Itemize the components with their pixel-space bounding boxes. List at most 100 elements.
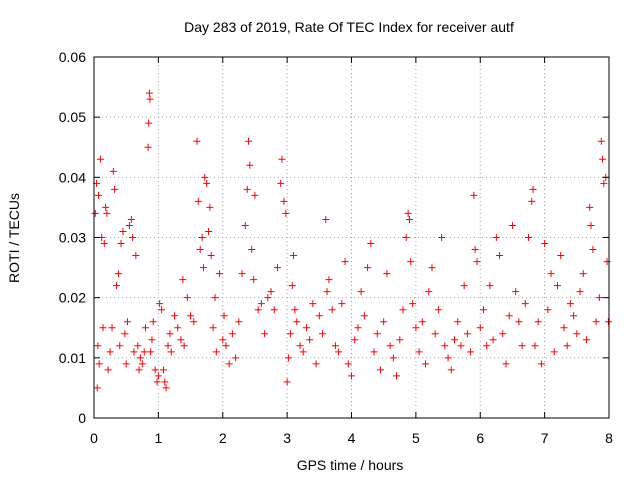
data-point <box>405 215 413 223</box>
data-point <box>597 137 605 145</box>
x-tick-label: 6 <box>476 430 484 446</box>
data-point <box>341 258 349 266</box>
data-point <box>158 306 166 314</box>
data-point <box>531 342 539 350</box>
data-point <box>489 336 497 344</box>
data-point <box>91 209 99 217</box>
data-point <box>145 89 153 97</box>
data-point <box>257 300 265 308</box>
y-axis-label: ROTI / TECUs <box>6 193 22 283</box>
data-points <box>91 89 612 392</box>
data-point <box>220 312 228 320</box>
data-point <box>599 155 607 163</box>
data-point <box>600 179 608 187</box>
data-point <box>354 324 362 332</box>
data-point <box>525 234 533 241</box>
data-point <box>243 185 251 193</box>
x-tick-label: 2 <box>219 430 227 446</box>
data-point <box>415 348 423 356</box>
data-point <box>113 282 121 290</box>
data-point <box>438 234 446 241</box>
data-point <box>592 318 600 326</box>
data-point <box>134 342 142 350</box>
data-point <box>153 378 161 386</box>
data-point <box>206 203 214 211</box>
data-point <box>422 360 430 368</box>
data-point <box>125 221 133 229</box>
data-point <box>460 282 468 290</box>
data-point <box>579 270 587 278</box>
data-point <box>471 246 479 254</box>
data-point <box>123 318 131 326</box>
data-point <box>174 324 182 332</box>
data-point <box>103 209 111 217</box>
data-point <box>518 342 526 350</box>
data-point <box>431 330 439 338</box>
data-point <box>273 264 281 272</box>
data-point <box>278 155 286 163</box>
data-point <box>573 330 581 338</box>
data-point <box>190 318 198 326</box>
data-point <box>166 330 174 338</box>
data-point <box>603 258 611 266</box>
data-point <box>114 270 122 278</box>
data-point <box>376 366 384 374</box>
data-point <box>119 227 127 235</box>
data-point <box>496 252 504 260</box>
data-point <box>299 348 307 356</box>
data-point <box>328 306 336 314</box>
x-tick-label: 8 <box>605 430 613 446</box>
y-tick-label: 0 <box>78 410 86 426</box>
data-point <box>183 294 191 302</box>
data-point <box>604 318 612 326</box>
data-point <box>547 270 555 278</box>
data-point <box>425 288 433 296</box>
data-point <box>164 342 172 350</box>
data-point <box>418 318 426 326</box>
data-point <box>149 318 157 326</box>
data-point <box>251 191 259 199</box>
data-point <box>201 173 209 181</box>
data-point <box>130 348 138 356</box>
data-point <box>284 354 292 362</box>
data-point <box>280 197 288 205</box>
data-point <box>529 185 537 193</box>
data-point <box>402 234 410 241</box>
data-point <box>576 288 584 296</box>
x-tick-label: 7 <box>541 430 549 446</box>
data-point <box>136 354 144 362</box>
data-point <box>108 324 116 332</box>
data-point <box>135 366 143 374</box>
data-point <box>521 300 529 308</box>
data-point <box>180 342 188 350</box>
data-point <box>589 246 597 254</box>
data-point <box>560 324 568 332</box>
data-point <box>396 336 404 344</box>
data-point <box>335 348 343 356</box>
data-point <box>167 348 175 356</box>
data-point <box>102 203 110 211</box>
data-point <box>315 312 323 320</box>
data-point <box>170 312 178 320</box>
data-point <box>209 324 217 332</box>
data-point <box>127 215 135 223</box>
data-point <box>95 360 103 368</box>
data-point <box>441 342 449 350</box>
x-tick-labels: 0 1 2 3 4 5 6 7 8 <box>90 430 613 446</box>
data-point <box>457 342 465 350</box>
data-point <box>138 360 146 368</box>
data-point <box>228 330 236 338</box>
data-point <box>286 330 294 338</box>
data-point <box>282 209 290 217</box>
x-tick-label: 1 <box>154 430 162 446</box>
data-point <box>198 234 206 241</box>
data-point <box>121 330 129 338</box>
data-point <box>111 185 119 193</box>
data-point <box>587 221 595 229</box>
data-point <box>116 342 124 350</box>
data-point <box>444 354 452 362</box>
data-point <box>351 336 359 344</box>
data-point <box>467 348 475 356</box>
data-point <box>211 294 219 302</box>
data-point <box>179 276 187 284</box>
